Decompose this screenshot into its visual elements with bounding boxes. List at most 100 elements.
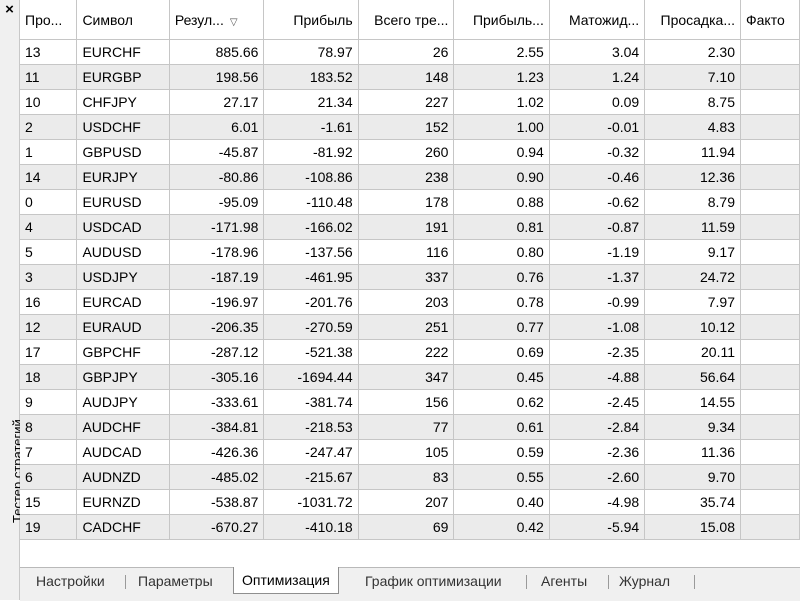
table-row[interactable]: 17 GBPCHF -287.12 -521.38 222 0.69 -2.35 20.11	[20, 339, 800, 365]
result-cell: -305.16	[169, 364, 265, 390]
total-trades-cell: 69	[358, 514, 455, 540]
column-header-factor[interactable]: Факто	[740, 0, 800, 40]
total-trades-cell: 207	[358, 489, 455, 515]
table-row[interactable]: 11 EURGBP 198.56 183.52 148 1.23 1.24 7.10	[20, 64, 800, 90]
total-trades-cell: 337	[358, 264, 455, 290]
profit-factor-cell: 0.61	[453, 414, 550, 440]
table-row[interactable]: 2 USDCHF 6.01 -1.61 152 1.00 -0.01 4.83	[20, 114, 800, 140]
table-row[interactable]: 0 EURUSD -95.09 -110.48 178 0.88 -0.62 8.79	[20, 189, 800, 215]
drawdown-cell: 8.75	[644, 89, 741, 115]
expected-payoff-cell: -2.60	[549, 464, 646, 490]
profit-factor-cell: 0.59	[453, 439, 550, 465]
pass-cell: 8	[20, 414, 78, 440]
result-cell: -333.61	[169, 389, 265, 415]
table-row[interactable]: 13 EURCHF 885.66 78.97 26 2.55 3.04 2.30	[20, 39, 800, 65]
tab-separator	[125, 575, 126, 589]
symbol-cell: AUDCAD	[76, 439, 170, 465]
symbol-cell: AUDCHF	[76, 414, 170, 440]
column-header-profit-factor[interactable]: Прибыль...	[453, 0, 550, 40]
pass-cell: 18	[20, 364, 78, 390]
close-icon[interactable]: ×	[5, 1, 14, 18]
tab-separator	[608, 575, 609, 589]
table-row[interactable]: 18 GBPJPY -305.16 -1694.44 347 0.45 -4.88 56.64	[20, 364, 800, 390]
profit-cell: -215.67	[263, 464, 359, 490]
total-trades-cell: 347	[358, 364, 455, 390]
column-header-total-trades[interactable]: Всего тре...	[358, 0, 455, 40]
column-header-profit[interactable]: Прибыль	[263, 0, 359, 40]
tab-optimization[interactable]: Оптимизация	[233, 567, 339, 594]
table-row[interactable]: 8 AUDCHF -384.81 -218.53 77 0.61 -2.84 9.34	[20, 414, 800, 440]
factor-cell	[740, 239, 800, 265]
drawdown-cell: 7.10	[644, 64, 741, 90]
column-header-drawdown[interactable]: Просадка...	[644, 0, 741, 40]
table-row[interactable]: 1 GBPUSD -45.87 -81.92 260 0.94 -0.32 11.94	[20, 139, 800, 165]
symbol-cell: USDJPY	[76, 264, 170, 290]
profit-factor-cell: 1.00	[453, 114, 550, 140]
factor-cell	[740, 264, 800, 290]
symbol-cell: CHFJPY	[76, 89, 170, 115]
table-row[interactable]: 9 AUDJPY -333.61 -381.74 156 0.62 -2.45 14.55	[20, 389, 800, 415]
result-cell: -187.19	[169, 264, 265, 290]
result-cell: -45.87	[169, 139, 265, 165]
table-row[interactable]: 10 CHFJPY 27.17 21.34 227 1.02 0.09 8.75	[20, 89, 800, 115]
expected-payoff-cell: -2.35	[549, 339, 646, 365]
result-cell: -178.96	[169, 239, 265, 265]
column-header-symbol[interactable]: Символ	[76, 0, 170, 40]
pass-cell: 11	[20, 64, 78, 90]
column-header-pass[interactable]: Про...	[20, 0, 78, 40]
result-cell: -95.09	[169, 189, 265, 215]
profit-cell: -201.76	[263, 289, 359, 315]
profit-factor-cell: 0.80	[453, 239, 550, 265]
table-row[interactable]: 15 EURNZD -538.87 -1031.72 207 0.40 -4.98 35.74	[20, 489, 800, 515]
total-trades-cell: 191	[358, 214, 455, 240]
drawdown-cell: 9.34	[644, 414, 741, 440]
tab-agents[interactable]: Агенты	[541, 573, 588, 589]
factor-cell	[740, 64, 800, 90]
table-row[interactable]: 14 EURJPY -80.86 -108.86 238 0.90 -0.46 12.36	[20, 164, 800, 190]
factor-cell	[740, 439, 800, 465]
table-row[interactable]: 5 AUDUSD -178.96 -137.56 116 0.80 -1.19 9.17	[20, 239, 800, 265]
total-trades-cell: 203	[358, 289, 455, 315]
drawdown-cell: 9.17	[644, 239, 741, 265]
column-header-expected-payoff[interactable]: Матожид...	[549, 0, 646, 40]
factor-cell	[740, 314, 800, 340]
drawdown-cell: 24.72	[644, 264, 741, 290]
pass-cell: 10	[20, 89, 78, 115]
pass-cell: 3	[20, 264, 78, 290]
factor-cell	[740, 139, 800, 165]
table-row[interactable]: 7 AUDCAD -426.36 -247.47 105 0.59 -2.36 11.36	[20, 439, 800, 465]
profit-factor-cell: 0.45	[453, 364, 550, 390]
column-header-result[interactable]: Резул... ▽	[169, 0, 265, 40]
total-trades-cell: 148	[358, 64, 455, 90]
profit-cell: -1.61	[263, 114, 359, 140]
profit-factor-cell: 0.76	[453, 264, 550, 290]
profit-cell: -108.86	[263, 164, 359, 190]
tab-settings[interactable]: Настройки	[36, 573, 105, 589]
table-row[interactable]: 16 EURCAD -196.97 -201.76 203 0.78 -0.99 7.97	[20, 289, 800, 315]
factor-cell	[740, 339, 800, 365]
table-row[interactable]: 19 CADCHF -670.27 -410.18 69 0.42 -5.94 15.08	[20, 514, 800, 540]
factor-cell	[740, 364, 800, 390]
expected-payoff-cell: -4.88	[549, 364, 646, 390]
expected-payoff-cell: -0.87	[549, 214, 646, 240]
tab-parameters[interactable]: Параметры	[138, 573, 213, 589]
drawdown-cell: 20.11	[644, 339, 741, 365]
symbol-cell: AUDNZD	[76, 464, 170, 490]
table-row[interactable]: 3 USDJPY -187.19 -461.95 337 0.76 -1.37 24.72	[20, 264, 800, 290]
table-row[interactable]: 6 AUDNZD -485.02 -215.67 83 0.55 -2.60 9.70	[20, 464, 800, 490]
pass-cell: 15	[20, 489, 78, 515]
tab-optimization-graph[interactable]: График оптимизации	[365, 573, 502, 589]
table-row[interactable]: 4 USDCAD -171.98 -166.02 191 0.81 -0.87 11.59	[20, 214, 800, 240]
drawdown-cell: 11.94	[644, 139, 741, 165]
total-trades-cell: 105	[358, 439, 455, 465]
profit-factor-cell: 0.62	[453, 389, 550, 415]
expected-payoff-cell: -1.08	[549, 314, 646, 340]
expected-payoff-cell: -0.99	[549, 289, 646, 315]
result-cell: -287.12	[169, 339, 265, 365]
drawdown-cell: 56.64	[644, 364, 741, 390]
symbol-cell: AUDJPY	[76, 389, 170, 415]
tester-tab-bar: Настройки Параметры Оптимизация График о…	[20, 567, 800, 601]
tab-journal[interactable]: Журнал	[619, 573, 671, 589]
table-row[interactable]: 12 EURAUD -206.35 -270.59 251 0.77 -1.08 10.12	[20, 314, 800, 340]
profit-factor-cell: 0.78	[453, 289, 550, 315]
